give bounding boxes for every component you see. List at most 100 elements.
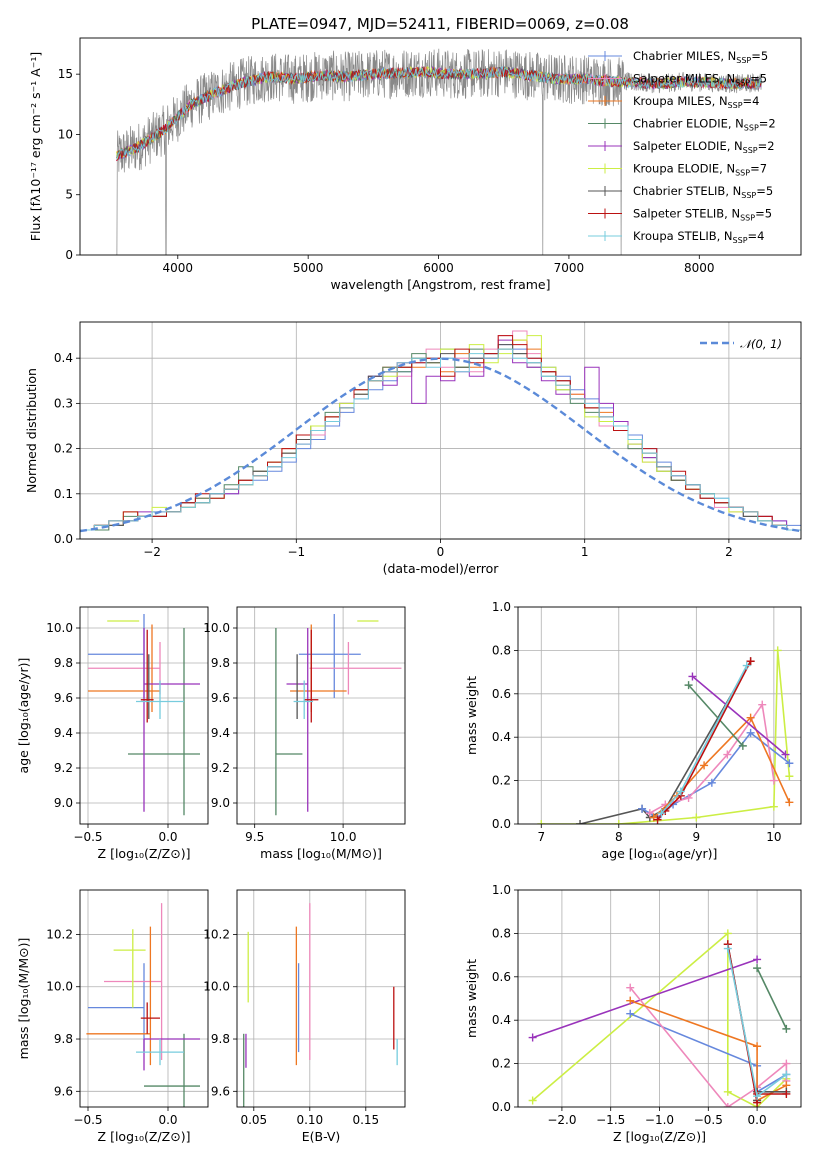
mass_vs_ebv-plot: [243, 903, 398, 1107]
mass_weight_vs_age-point-3-5: [769, 776, 778, 785]
mass_vs_Z-ytick-label-0: 9.6: [54, 1084, 73, 1098]
mass_vs_Z-ytick-label-3: 10.2: [46, 927, 73, 941]
mass_weight_vs_age-ytick-label-1: 0.2: [492, 774, 511, 788]
age_vs_Z-frame: [79, 606, 209, 825]
mass_weight_vs_Z-point-1-0: [528, 1033, 537, 1042]
mass_weight_vs_Z-point-4-0: [626, 996, 635, 1005]
residuals-ytick-label-0: 0.0: [54, 532, 73, 546]
mass_weight_vs_Z-xtick-label-0: −2.0: [547, 1113, 576, 1127]
mass_weight_vs_age-point-0-5: [785, 772, 794, 781]
residuals-axes: −2 −1 0 1 2 0.0 0.1 0.2 0.3 0.4 (data-model)/error…: [24, 321, 802, 576]
spectrum-legend-label-1: Salpeter MILES, NSSP=5: [633, 72, 767, 88]
age_vs_Z-plot: [88, 614, 200, 816]
mass_vs_Z-axes: −0.5 0.0 9.6 9.8 10.0 10.2 Z [log₁₀(Z/Z⊙)] mass…: [16, 889, 209, 1144]
spectrum-plot: [116, 48, 763, 255]
spectrum-axes: 4000 5000 6000 7000 8000 0 5 10 15 wavelength [An…: [28, 37, 802, 292]
residuals-xtick-label-4: 2: [725, 545, 733, 559]
mass_vs_ebv-xtick-label-0: 0.05: [240, 1113, 267, 1127]
spectrum-legend-sub-1: SSP: [735, 79, 750, 88]
mass_weight_vs_Z-point-0-0: [528, 1096, 537, 1105]
mass_weight_vs_Z-point-8-0: [723, 944, 732, 953]
residuals-xtick-label-2: 0: [437, 545, 445, 559]
mass_vs_ebv-ytick-label-0: 9.6: [211, 1084, 230, 1098]
mass_weight_vs_age-ytick-label-4: 0.8: [492, 643, 511, 657]
mass_weight_vs_age-point-3-0: [645, 809, 654, 818]
mass_weight_vs_Z-point-7-3: [782, 1089, 791, 1098]
spectrum-xlabel: wavelength [Angstrom, rest frame]: [330, 277, 550, 292]
spectrum-legend-label-2: Kroupa MILES, NSSP=4: [633, 94, 759, 110]
mass_weight_vs_age-point-2-5: [785, 759, 794, 768]
age_vs_Z-ylabel: age [log₁₀(age/yr)]: [16, 658, 31, 774]
spectrum-xtick-label-0: 4000: [163, 261, 194, 275]
mass_weight_vs_age-ytick-label-5: 1.0: [492, 600, 511, 614]
mass_weight_vs_age-xtick-label-3: 10: [766, 830, 781, 844]
age_vs_Z-ytick-label-5: 10.0: [46, 621, 73, 635]
residuals-frame: [79, 321, 802, 540]
mass_weight_vs_Z-point-5-0: [753, 964, 762, 973]
residuals-ytick-label-3: 0.3: [54, 396, 73, 410]
spectrum-model-7: [116, 66, 762, 162]
mass_weight_vs_age-xtick-label-2: 9: [693, 830, 701, 844]
spectrum-legend-suffix-0: =5: [751, 49, 768, 63]
mass_weight_vs_Z-point-4-1: [753, 1042, 762, 1051]
spectrum-xtick-label-4: 8000: [684, 261, 715, 275]
age_vs_Z-xtick-label-1: 0.0: [158, 830, 177, 844]
mass_weight_vs_age-point-6-0: [688, 672, 697, 681]
spectrum-legend-suffix-3: =2: [759, 117, 776, 131]
mass_weight_vs_Z-xtick-label-1: −1.5: [596, 1113, 625, 1127]
spectrum-legend-label-3: Chabrier ELODIE, NSSP=2: [633, 117, 776, 133]
mass_weight_vs_age-frame: [517, 606, 802, 825]
mass_weight_vs_Z-ytick-label-4: 0.8: [492, 926, 511, 940]
age_vs_mass-frame: [236, 606, 406, 825]
residuals-xlabel: (data-model)/error: [383, 561, 500, 576]
mass_vs_Z-ylabel: mass [log₁₀(M/M⊙)]: [16, 938, 31, 1060]
mass_vs_Z-ytick-label-1: 9.8: [54, 1032, 73, 1046]
mass_weight_vs_age-point-8-0: [657, 809, 666, 818]
residuals-ylabel: Normed distribution: [24, 368, 39, 493]
spectrum-ytick-label-3: 15: [58, 67, 73, 81]
mass_weight_vs_age-series-5: [688, 684, 744, 747]
spectrum-legend-suffix-5: =7: [750, 162, 767, 176]
spectrum-legend-sub-5: SSP: [735, 169, 750, 178]
mass_weight_vs_age-point-0-4: [773, 646, 782, 655]
spectrum-model-6: [116, 66, 762, 159]
spectrum-legend-sub-4: SSP: [743, 146, 758, 155]
mass_weight_vs_Z-ytick-label-1: 0.2: [492, 1057, 511, 1071]
age_vs_Z-ytick-label-0: 9.0: [54, 796, 73, 810]
mass_weight_vs_age-xtick-label-0: 7: [537, 830, 545, 844]
mass_weight_vs_Z-point-3-0: [626, 983, 635, 992]
spectrum-ytick-label-0: 0: [65, 248, 73, 262]
mass_weight_vs_Z-ytick-label-2: 0.4: [492, 1013, 511, 1027]
spectrum-frame: [79, 37, 802, 256]
age_vs_Z-ytick-label-4: 9.8: [54, 656, 73, 670]
residuals-xtick-label-0: −2: [143, 545, 161, 559]
mass_weight_vs_Z-point-5-1: [782, 1024, 791, 1033]
spectrum-legend: Chabrier MILES, NSSP=5 Salpeter MILES, NS…: [588, 49, 776, 245]
figure-title: PLATE=0947, MJD=52411, FIBERID=0069, z=0…: [251, 15, 629, 33]
residuals-xtick-label-3: 1: [581, 545, 589, 559]
mass_vs_ebv-xtick-label-2: 0.15: [352, 1113, 379, 1127]
mass_weight_vs_age-series-3: [649, 702, 775, 814]
mass_weight_vs_Z-xtick-label-3: −0.5: [694, 1113, 723, 1127]
mass_weight_vs_age-point-1-0: [576, 820, 585, 824]
mass_vs_Z-xtick-label-0: −0.5: [73, 1113, 102, 1127]
spectrum-ytick-label-1: 5: [65, 188, 73, 202]
normal-curve: [80, 357, 801, 533]
mass_weight_vs_age-axes: 7 8 9 10 0.0 0.2 0.4 0.6 0.8 1.0 age [log₁₀(age/yr…: [464, 600, 802, 861]
spectrum-legend-suffix-2: =4: [743, 94, 760, 108]
mass_weight_vs_age-ylabel: mass weight: [464, 676, 479, 755]
mass_weight_vs_age-point-4-2: [700, 761, 709, 770]
spectrum-legend-label-4: Salpeter ELODIE, NSSP=2: [633, 139, 775, 155]
mass_weight_vs_Z-point-0-1: [723, 929, 732, 938]
mass_vs_Z-xlabel: Z [log₁₀(Z/Z⊙)]: [98, 1129, 191, 1144]
spectrum-xtick-label-3: 7000: [554, 261, 585, 275]
spectrum-xtick-label-1: 5000: [293, 261, 324, 275]
spectrum-legend-suffix-7: =5: [755, 207, 772, 221]
mass_weight_vs_age-series-1: [579, 660, 752, 824]
spectrum-legend-sub-3: SSP: [744, 124, 759, 133]
mass_weight_vs_age-point-5-1: [738, 741, 747, 750]
mass_vs_ebv-frame: [236, 889, 406, 1108]
mass_weight_vs_age-point-6-1: [781, 750, 790, 759]
mass_weight_vs_age-point-7-0: [653, 815, 662, 824]
mass_weight_vs_age-ytick-label-3: 0.6: [492, 687, 511, 701]
